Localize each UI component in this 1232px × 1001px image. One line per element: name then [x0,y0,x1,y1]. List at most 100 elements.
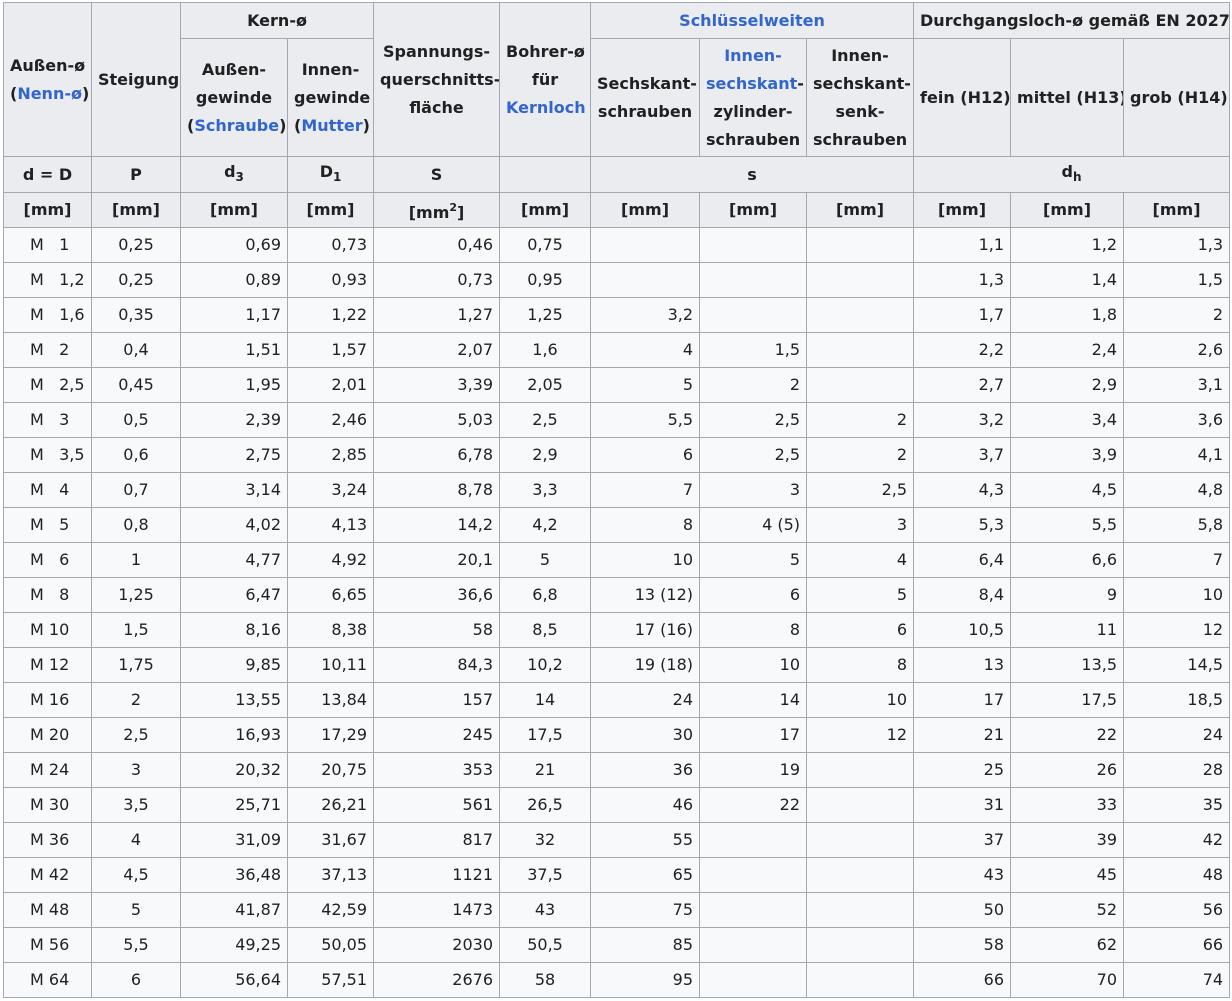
table-cell: M 5 [3,507,92,543]
link-schraube[interactable]: Schraube [194,115,280,135]
table-row: M 4 0,7 3,14 3,24 8,78 3,3 7 3 2,5 4,3 4,5 4,8 [3,472,1231,508]
table-cell: 52 [1010,892,1125,928]
table-cell: M 12 [3,647,92,683]
table-cell: 0,25 [91,227,181,263]
table-cell: M 3 [3,402,92,438]
table-cell: 6,65 [286,577,375,613]
table-cell: 5,8 [1123,507,1231,543]
symbol-D1: D1 [286,156,375,193]
table-row: M 56 5,5 49,25 50,05 2030 50,5 85 58 62 66 [3,927,1231,963]
table-cell: 8,16 [180,612,288,648]
table-cell: 10 [806,682,915,718]
header-internal-thread: Innen-gewinde (Mutter) [286,38,375,157]
table-cell: 4 (5) [699,507,808,543]
table-cell: 48 [1123,857,1231,893]
table-cell: 1,22 [286,297,375,333]
table-cell: 58 [499,962,592,998]
table-cell: M 1 [3,227,92,263]
table-cell: 50 [913,892,1012,928]
link-schluesselweiten[interactable]: Schlüsselweiten [679,10,825,30]
table-cell: 21 [499,752,592,788]
table-cell: 1,5 [699,332,808,368]
symbol-d3: d3 [180,156,288,193]
unit-cell: [mm] [180,192,288,228]
table-cell: 2,9 [1010,367,1125,403]
table-cell: 2,07 [373,332,501,368]
table-cell: 3,14 [180,472,288,508]
table-cell: 2,6 [1123,332,1231,368]
table-cell: 1473 [373,892,501,928]
table-cell: 14 [499,682,592,718]
link-innensechskant[interactable]: Innen-sechskant [706,45,798,93]
table-cell: 43 [499,892,592,928]
table-row: M 6 1 4,77 4,92 20,1 5 10 5 4 6,4 6,6 7 [3,542,1231,578]
table-cell: 3 [699,472,808,508]
table-cell: 1,5 [1123,262,1231,298]
table-cell: 5,3 [913,507,1012,543]
table-cell: 30 [590,717,701,753]
table-cell: 46 [590,787,701,823]
table-cell: 50,5 [499,927,592,963]
link-nenn-diameter[interactable]: Nenn-ø [17,83,82,103]
table-cell: 1,25 [91,577,181,613]
table-cell: M 64 [3,962,92,998]
unit-cell: [mm] [913,192,1012,228]
table-row: M 24 3 20,32 20,75 353 21 36 19 25 26 28 [3,752,1231,788]
table-cell: 39 [1010,822,1125,858]
table-cell [806,822,915,858]
table-row: M 12 1,75 9,85 10,11 84,3 10,2 19 (18) 10 8 13 13,… [3,647,1231,683]
table-cell: 5,03 [373,402,501,438]
table-cell: 3,2 [590,297,701,333]
header-external-thread: Außen-gewinde (Schraube) [180,38,288,157]
table-cell: 5 [91,892,181,928]
table-row: M 10 1,5 8,16 8,38 58 8,5 17 (16) 8 6 10,5 11 12 [3,612,1231,648]
table-cell: 3,5 [91,787,181,823]
table-cell: 13,55 [180,682,288,718]
table-row: M 64 6 56,64 57,51 2676 58 95 66 70 74 [3,962,1231,998]
table-cell: 31,67 [286,822,375,858]
table-cell: 22 [1010,717,1125,753]
table-cell: 37,13 [286,857,375,893]
table-row: M 20 2,5 16,93 17,29 245 17,5 30 17 12 21 22 24 [3,717,1231,753]
table-cell: 2,2 [913,332,1012,368]
table-cell: 0,5 [91,402,181,438]
table-cell: 0,93 [286,262,375,298]
table-cell [699,927,808,963]
table-cell: 10 [590,542,701,578]
thread-table: Außen-ø (Nenn-ø) Steigung Kern-ø Spannun… [3,2,1231,998]
table-cell: 6,4 [913,542,1012,578]
table-row: M 8 1,25 6,47 6,65 36,6 6,8 13 (12) 6 5 8,4 9 10 [3,577,1231,613]
table-cell: M 20 [3,717,92,753]
table-row: M 16 2 13,55 13,84 157 14 24 14 10 17 17,5 18,5 [3,682,1231,718]
table-cell [806,962,915,998]
table-cell: 16,93 [180,717,288,753]
table-cell: 2 [699,367,808,403]
table-cell: 13 (12) [590,577,701,613]
table-cell: 17,5 [499,717,592,753]
symbol-d-equals-D: d = D [3,156,92,193]
table-cell: 817 [373,822,501,858]
table-cell: 8,4 [913,577,1012,613]
table-cell: 2 [91,682,181,718]
table-cell: 4,92 [286,542,375,578]
table-row: M 42 4,5 36,48 37,13 1121 37,5 65 43 45 48 [3,857,1231,893]
link-mutter[interactable]: Mutter [301,115,363,135]
table-cell: 13,84 [286,682,375,718]
table-cell: 3,6 [1123,402,1231,438]
table-cell: 3,24 [286,472,375,508]
header-hex-screws: Sechskant-schrauben [590,38,701,157]
table-cell: 8 [590,507,701,543]
table-cell: 1,25 [499,297,592,333]
symbol-s: s [590,156,915,193]
link-kernloch[interactable]: Kernloch [506,97,586,117]
table-cell: 4 [590,332,701,368]
table-cell: 0,75 [499,227,592,263]
table-cell: 0,8 [91,507,181,543]
table-cell: 26,5 [499,787,592,823]
table-row: M 36 4 31,09 31,67 817 32 55 37 39 42 [3,822,1231,858]
header-wrench-sizes: Schlüsselweiten [590,2,915,39]
table-cell: 2 [806,437,915,473]
table-cell: 3,3 [499,472,592,508]
unit-cell: [mm] [1123,192,1231,228]
table-cell: 74 [1123,962,1231,998]
